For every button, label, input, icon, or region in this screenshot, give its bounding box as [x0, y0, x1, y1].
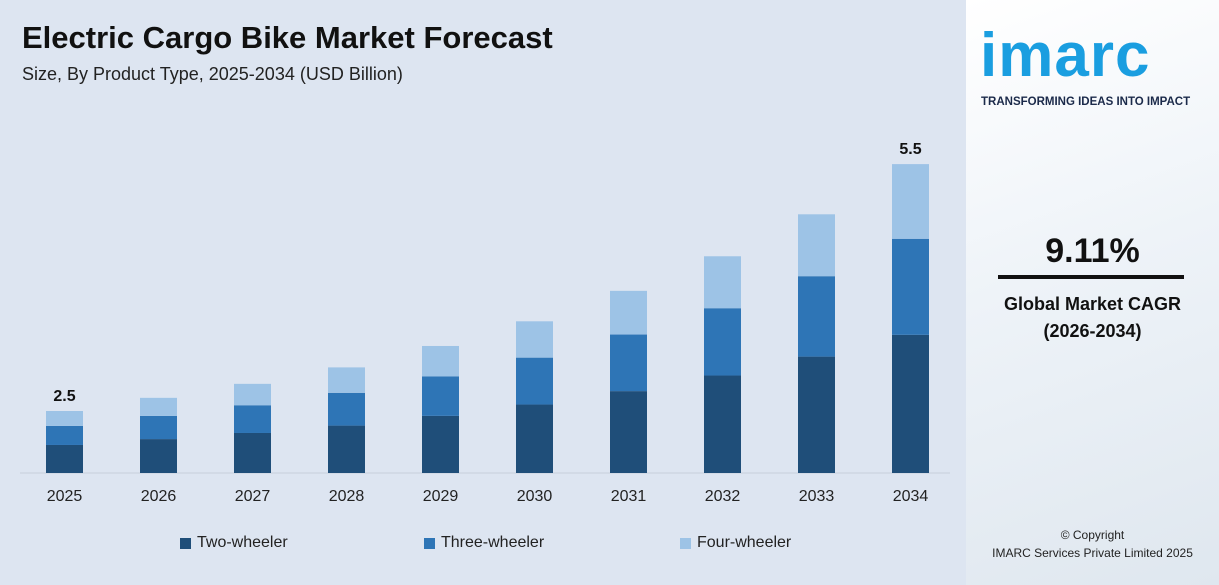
legend-label: Two-wheeler — [197, 534, 288, 551]
copyright-company: IMARC Services Private Limited 2025 — [992, 546, 1193, 560]
imarc-logo: imarc — [980, 21, 1151, 90]
legend-label: Three-wheeler — [441, 534, 545, 551]
bar-three-wheeler-2034 — [892, 238, 929, 335]
x-tick-label: 2028 — [329, 488, 365, 505]
bar-four-wheeler-2025 — [46, 411, 83, 426]
cagr-divider — [998, 275, 1184, 279]
x-tick-label: 2034 — [893, 488, 929, 505]
x-tick-label: 2025 — [47, 488, 83, 505]
legend-two-wheeler: Two-wheeler — [180, 534, 288, 552]
data-label-2034: 5.5 — [899, 141, 921, 158]
x-tick-label: 2033 — [799, 488, 835, 505]
bar-two-wheeler-2032 — [704, 375, 741, 473]
bar-three-wheeler-2032 — [704, 308, 741, 376]
legend-swatch — [680, 537, 691, 549]
bar-four-wheeler-2026 — [140, 397, 177, 416]
x-tick-label: 2029 — [423, 488, 459, 505]
bar-two-wheeler-2026 — [140, 439, 177, 473]
chart-title: Electric Cargo Bike Market Forecast — [22, 20, 553, 55]
bar-four-wheeler-2033 — [798, 214, 835, 277]
bar-two-wheeler-2027 — [234, 432, 271, 473]
bar-four-wheeler-2032 — [704, 256, 741, 309]
chart-subtitle: Size, By Product Type, 2025-2034 (USD Bi… — [22, 64, 403, 84]
data-label-2025: 2.5 — [53, 388, 75, 405]
bar-two-wheeler-2031 — [610, 391, 647, 473]
x-tick-label: 2030 — [517, 488, 553, 505]
bar-two-wheeler-2025 — [46, 444, 83, 473]
legend-four-wheeler: Four-wheeler — [680, 534, 791, 552]
legend-swatch — [424, 537, 435, 549]
bar-three-wheeler-2028 — [328, 392, 365, 426]
x-tick-label: 2026 — [141, 488, 177, 505]
x-tick-label: 2027 — [235, 488, 271, 505]
cagr-value: 9.11% — [1045, 232, 1140, 270]
bar-two-wheeler-2028 — [328, 425, 365, 473]
cagr-label: Global Market CAGR — [1003, 294, 1182, 314]
bar-three-wheeler-2029 — [422, 376, 459, 416]
bar-four-wheeler-2031 — [610, 290, 647, 335]
bar-chart: 2025 2.5 2026 2027 2028 2029 2030 2031 2032 2033 2… — [20, 141, 950, 505]
cagr-period: (2026-2034) — [1043, 321, 1142, 341]
x-tick-label: 2032 — [705, 488, 741, 505]
bar-four-wheeler-2030 — [516, 321, 553, 358]
bar-four-wheeler-2027 — [234, 383, 271, 406]
bar-four-wheeler-2034 — [892, 164, 929, 239]
bar-three-wheeler-2033 — [798, 276, 835, 357]
bar-two-wheeler-2033 — [798, 356, 835, 473]
bar-four-wheeler-2028 — [328, 367, 365, 393]
bar-two-wheeler-2030 — [516, 404, 553, 473]
legend-three-wheeler: Three-wheeler — [424, 534, 544, 552]
brand-panel — [966, 0, 1219, 585]
bar-three-wheeler-2030 — [516, 357, 553, 405]
bar-three-wheeler-2025 — [46, 425, 83, 445]
bar-three-wheeler-2031 — [610, 334, 647, 392]
brand-tagline: TRANSFORMING IDEAS INTO IMPACT — [981, 96, 1191, 108]
legend-label: Four-wheeler — [697, 534, 792, 551]
bar-two-wheeler-2034 — [892, 334, 929, 473]
x-tick-label: 2031 — [611, 488, 647, 505]
bar-three-wheeler-2026 — [140, 415, 177, 440]
bar-two-wheeler-2029 — [422, 415, 459, 473]
bar-four-wheeler-2029 — [422, 345, 459, 377]
bar-three-wheeler-2027 — [234, 405, 271, 433]
copyright-line: © Copyright — [1060, 528, 1125, 542]
legend-swatch — [180, 537, 191, 549]
